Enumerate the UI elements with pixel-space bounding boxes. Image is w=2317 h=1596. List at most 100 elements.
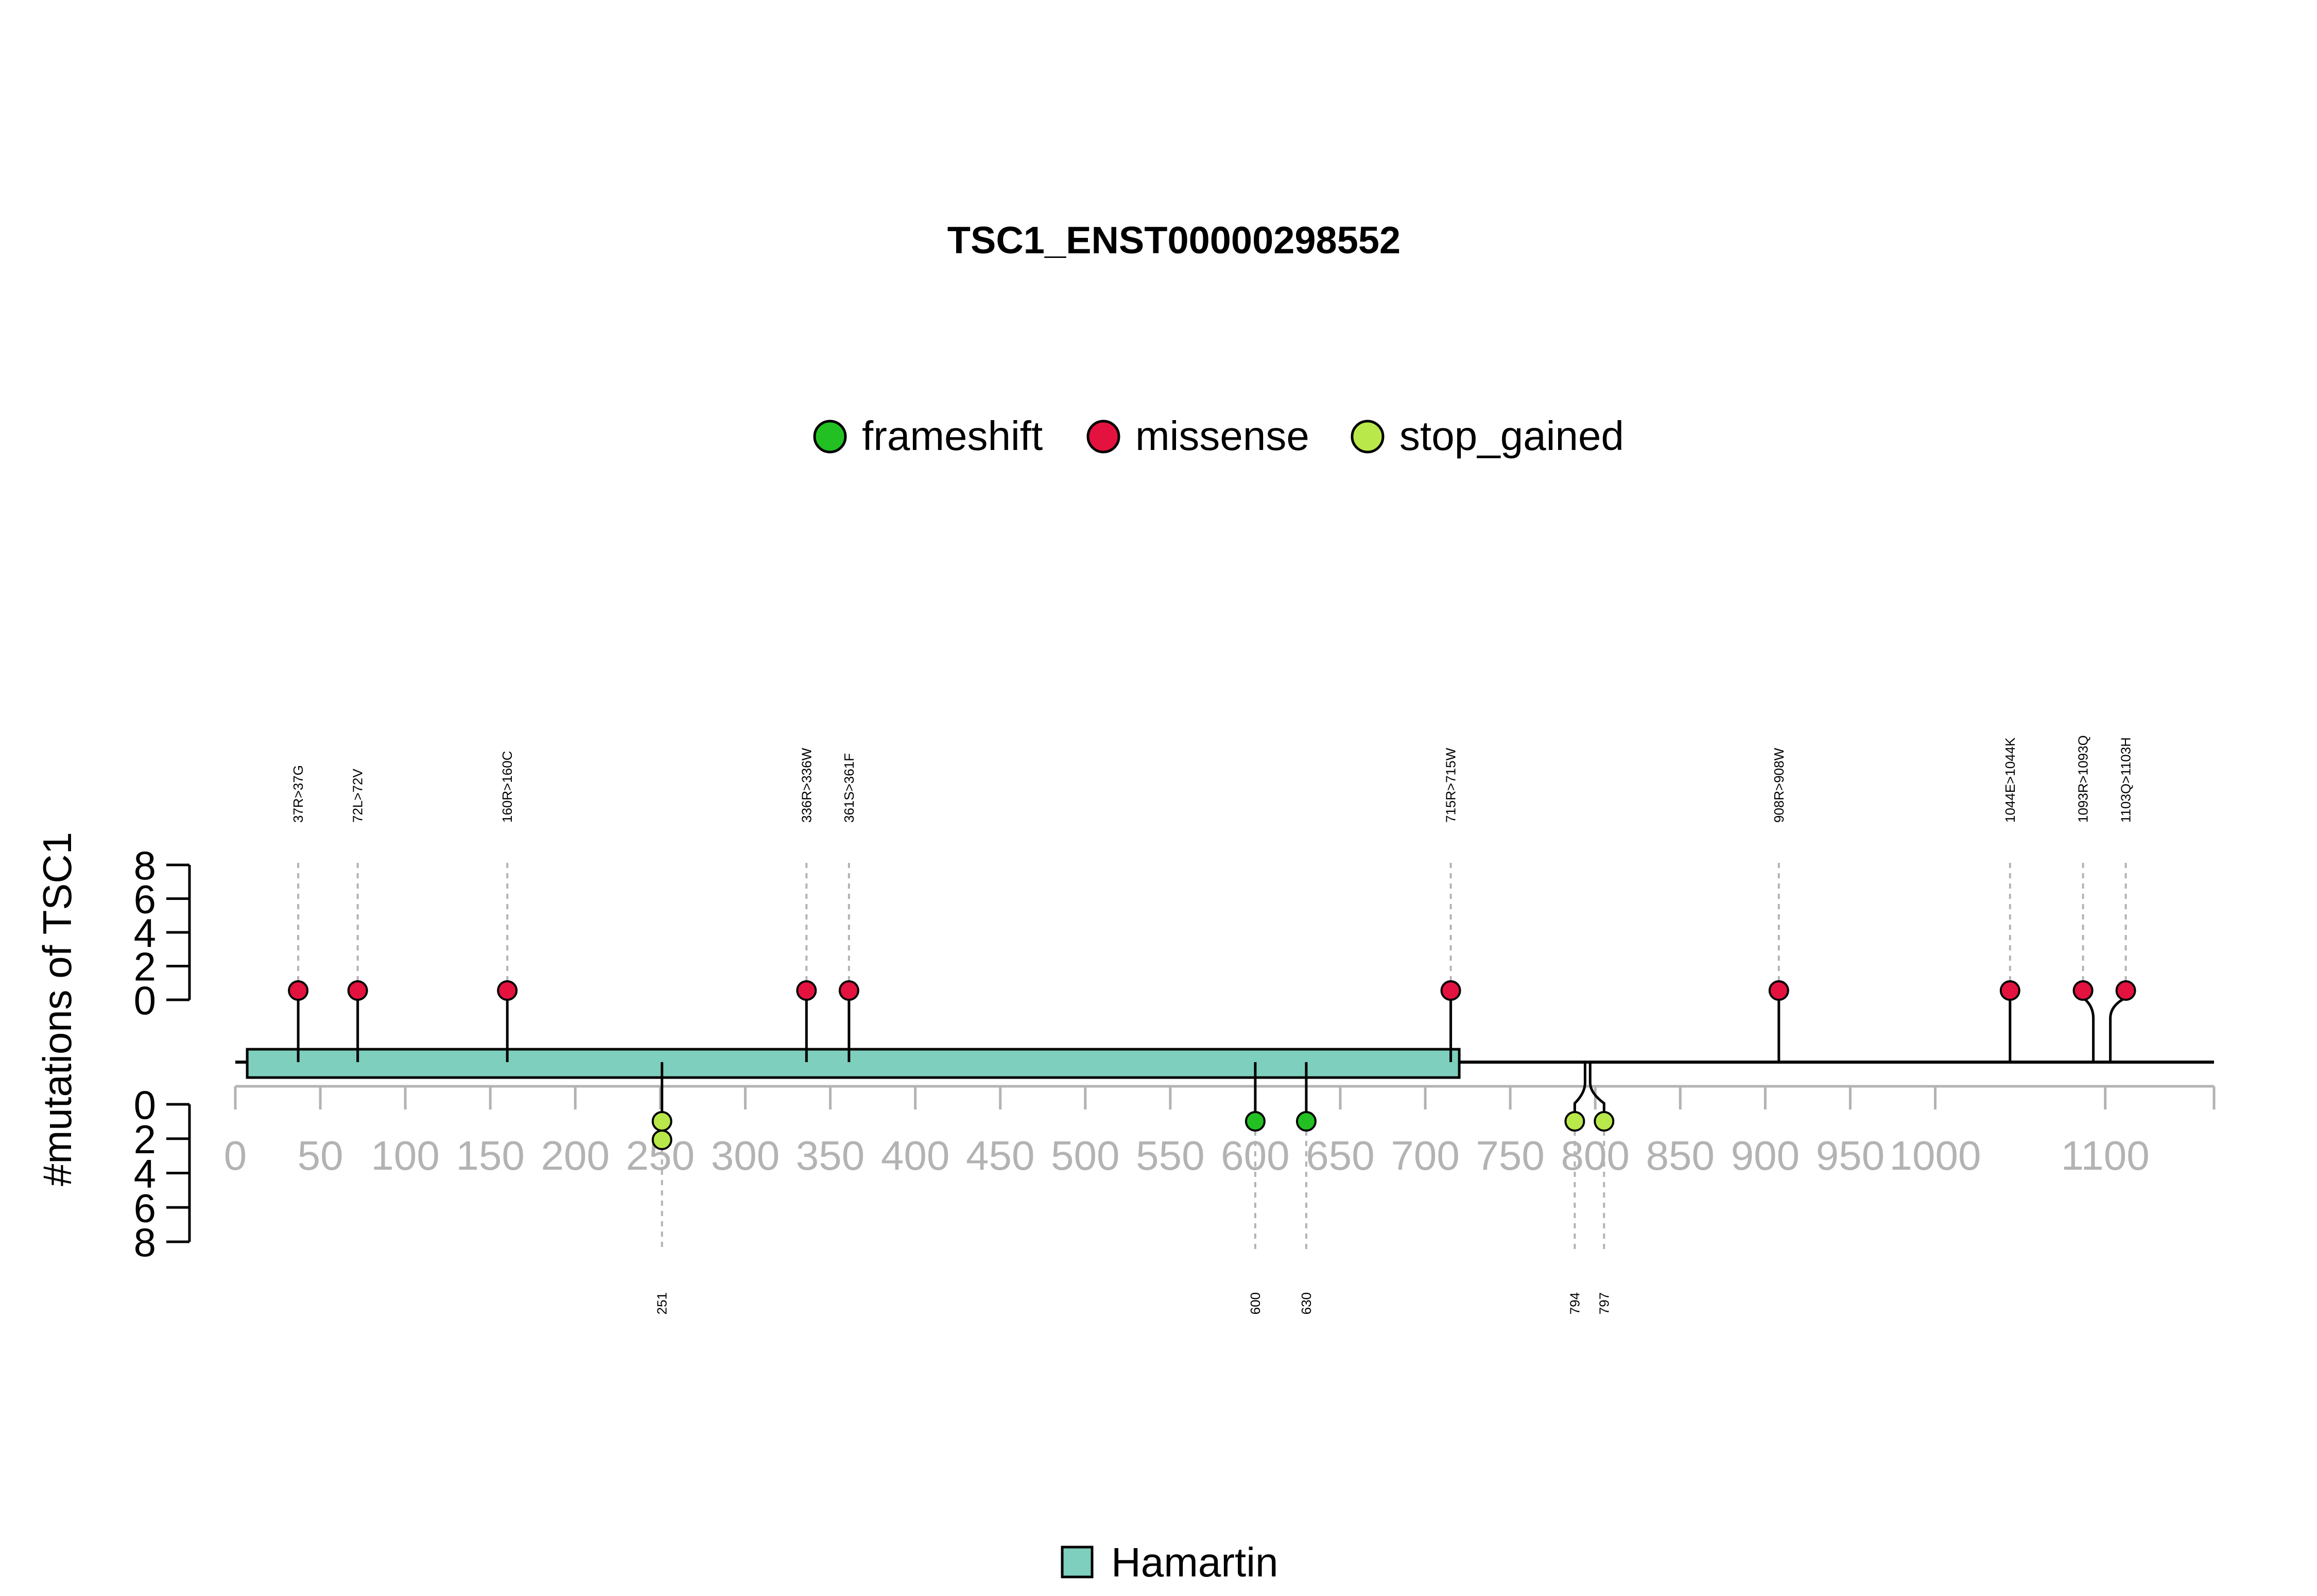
x-tick-label: 700 xyxy=(1391,1133,1459,1178)
mutation-label: 1103Q>1103H xyxy=(2118,737,2134,823)
legend-swatch-frameshift xyxy=(813,420,847,454)
legend-item-missense: missense xyxy=(1086,413,1309,459)
mutation-label: 72L>72V xyxy=(350,769,366,823)
x-tick-label: 1000 xyxy=(1890,1133,1981,1178)
domain-legend-swatch xyxy=(1061,1546,1094,1578)
mutation-point-frameshift xyxy=(1244,1111,1266,1132)
domain-hamartin xyxy=(246,1048,1461,1079)
chart-title: TSC1_ENST00000298552 xyxy=(947,219,1400,262)
legend-label-missense: missense xyxy=(1135,413,1309,459)
mutation-point-stop-gained xyxy=(651,1130,672,1150)
mutation-label: 1044E>1044K xyxy=(2002,737,2018,823)
legend: frameshift missense stop_gained xyxy=(813,413,1624,459)
legend-swatch-missense xyxy=(1086,420,1120,454)
x-tick-label: 750 xyxy=(1476,1133,1544,1178)
mutation-label: 160R>160C xyxy=(499,751,515,823)
x-tick-label: 650 xyxy=(1306,1133,1374,1178)
x-axis: 0 50 100 150 200 250 300 350 400 450 500 550 600 650 7… xyxy=(224,1085,2216,1178)
mutation-label: 794 xyxy=(1567,1292,1582,1314)
x-tick-label: 100 xyxy=(371,1133,439,1178)
lollipop-lower: 630 xyxy=(1295,1062,1317,1314)
mutation-label: 797 xyxy=(1596,1292,1612,1314)
lollipop-upper: 160R>160C xyxy=(497,751,518,1062)
x-tick-label: 200 xyxy=(541,1133,610,1178)
x-tick-label: 400 xyxy=(881,1133,949,1178)
x-tick-label: 150 xyxy=(456,1133,524,1178)
lollipop-upper: 1044E>1044K xyxy=(1999,737,2020,1062)
mutation-label: 908R>908W xyxy=(1771,748,1787,823)
y-tick-label-lower: 0 xyxy=(134,1082,156,1127)
stem xyxy=(1588,1062,1605,1112)
y-axis-label: #mutations of TSC1 xyxy=(34,832,80,1186)
legend-swatch-stop-gained xyxy=(1351,420,1385,454)
y-tick-label-lower: 2 xyxy=(134,1117,156,1162)
legend-item-frameshift: frameshift xyxy=(813,413,1043,459)
lollipop-upper: 361S>361F xyxy=(838,753,859,1062)
mutation-point-missense xyxy=(2115,980,2136,1001)
lollipop-upper: 908R>908W xyxy=(1768,748,1789,1062)
mutation-label: 600 xyxy=(1248,1292,1263,1314)
stem xyxy=(1573,1062,1586,1112)
mutation-label: 715R>715W xyxy=(1443,748,1459,823)
x-tick-label: 800 xyxy=(1561,1133,1629,1178)
lollipop-lower: 794 xyxy=(1564,1062,1586,1314)
lollipop-upper: 1103Q>1103H xyxy=(2109,737,2136,1062)
domains xyxy=(246,1048,1461,1079)
mutation-point-missense xyxy=(1440,980,1461,1001)
mutation-point-missense xyxy=(497,980,518,1001)
mutation-point-frameshift xyxy=(1295,1111,1317,1132)
lollipop-upper: 336R>336W xyxy=(796,748,817,1062)
x-tick-label: 450 xyxy=(966,1133,1034,1178)
mutation-point-missense xyxy=(288,980,309,1001)
domain-legend: Hamartin xyxy=(1061,1539,1278,1585)
mutation-label: 1093R>1093Q xyxy=(2076,735,2091,823)
mutation-point-missense xyxy=(1768,980,1789,1001)
mutation-label: 336R>336W xyxy=(799,748,814,823)
y-tick-label-upper: 6 xyxy=(134,877,156,922)
lollipops: 37R>37G 72L>72V 160R>160C 336R>336W 361S>361… xyxy=(288,735,2136,1314)
y-tick-label-lower: 6 xyxy=(134,1185,156,1230)
y-tick-label-upper: 4 xyxy=(134,910,156,956)
x-tick-label: 350 xyxy=(796,1133,864,1178)
y-tick-label-lower: 8 xyxy=(134,1220,156,1265)
x-tick-label: 550 xyxy=(1136,1133,1204,1178)
x-tick-label: 500 xyxy=(1051,1133,1119,1178)
y-tick-label-lower: 4 xyxy=(134,1151,156,1196)
lollipop-lower: 600 xyxy=(1244,1062,1266,1314)
mutation-label: 37R>37G xyxy=(290,765,306,823)
mutation-point-missense xyxy=(347,980,368,1001)
stem xyxy=(2109,995,2128,1062)
lollipop-upper: 1093R>1093Q xyxy=(2072,735,2095,1062)
lollipop-upper: 72L>72V xyxy=(347,769,368,1062)
x-tick-label: 300 xyxy=(711,1133,780,1178)
legend-item-stop-gained: stop_gained xyxy=(1351,413,1624,459)
mutation-point-stop-gained xyxy=(1564,1111,1585,1132)
y-tick-label-upper: 2 xyxy=(134,944,156,990)
legend-label-stop-gained: stop_gained xyxy=(1399,413,1624,459)
lollipop-upper: 715R>715W xyxy=(1440,748,1461,1062)
mutation-point-missense xyxy=(2072,980,2094,1001)
y-tick-label-upper: 0 xyxy=(134,978,156,1023)
mutation-label: 630 xyxy=(1299,1292,1314,1314)
mutation-label: 251 xyxy=(654,1292,670,1314)
mutation-point-stop-gained xyxy=(651,1111,672,1132)
x-tick-label: 1100 xyxy=(2061,1133,2150,1178)
lollipop-lower: 797 xyxy=(1588,1062,1615,1314)
lollipop-lower: 251 xyxy=(651,1062,672,1314)
x-tick-label: 50 xyxy=(298,1133,343,1178)
mutation-point-missense xyxy=(838,980,859,1001)
mutation-label: 361S>361F xyxy=(841,753,857,823)
x-tick-label: 950 xyxy=(1816,1133,1884,1178)
domain-legend-label: Hamartin xyxy=(1111,1539,1278,1585)
x-tick-label: 850 xyxy=(1646,1133,1715,1178)
stem xyxy=(2082,995,2095,1062)
mutation-point-stop-gained xyxy=(1594,1111,1615,1132)
mutation-point-missense xyxy=(796,980,817,1001)
x-tick-label: 0 xyxy=(224,1133,247,1178)
lollipop-upper: 37R>37G xyxy=(288,765,309,1062)
y-tick-label-upper: 8 xyxy=(134,843,156,888)
legend-label-frameshift: frameshift xyxy=(862,413,1043,459)
